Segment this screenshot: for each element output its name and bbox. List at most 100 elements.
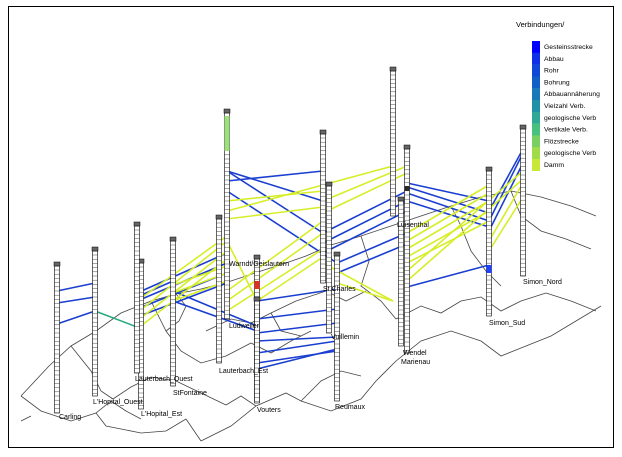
connection-line (136, 282, 228, 318)
legend-swatch (532, 76, 540, 89)
shaft-column (254, 300, 260, 404)
connection-line (406, 184, 490, 234)
shaft-vuillemin[interactable] (325, 181, 333, 334)
shaft-head (333, 251, 341, 257)
shaft-label-lhopital_est: L'Hopital_Est (141, 411, 182, 418)
connection-line (406, 200, 490, 250)
legend-item-label: Abbau (544, 56, 564, 63)
shaft-column (92, 250, 98, 397)
terrain-line (300, 370, 362, 402)
shaft-label-st_charles: St.Charles (323, 286, 356, 293)
shaft-lauterbach_est[interactable] (215, 214, 223, 364)
connection-line (406, 264, 490, 288)
shaft-column (486, 170, 492, 317)
shaft-reumaux[interactable] (333, 251, 341, 402)
shaft-luisenthal[interactable] (389, 66, 397, 217)
shaft-head (53, 261, 61, 267)
connection-line (256, 308, 338, 320)
shaft-simon_nord[interactable] (519, 124, 527, 277)
connection-line (226, 232, 324, 302)
legend-swatch (532, 135, 540, 148)
terrain-line (150, 300, 252, 364)
terrain-line (360, 235, 397, 320)
legend-swatch (532, 159, 540, 171)
shaft-head (519, 124, 527, 130)
shaft-head (223, 108, 231, 114)
connection-line (406, 182, 490, 202)
connection-line (226, 165, 394, 212)
connection-line (336, 282, 394, 302)
connection-line (136, 240, 228, 314)
shaft-label-reumaux: Reumaux (335, 404, 365, 411)
shaft-marienau[interactable] (403, 144, 411, 354)
terrain-line (70, 345, 114, 400)
connection-line (488, 148, 524, 212)
shaft-label-lauterbach_est: Lauterbach_Est (219, 368, 268, 375)
legend-swatch (532, 41, 540, 53)
shaft-label-marienau: Marienau (401, 359, 430, 366)
shaft-st_charles[interactable] (319, 129, 327, 284)
shaft-vouters[interactable] (253, 296, 261, 404)
shaft-label-simon_sud: Simon_Sud (489, 320, 525, 327)
shaft-head (403, 144, 411, 150)
connection-line (406, 200, 490, 228)
legend-item-label: Flözstrecke (544, 138, 579, 145)
connection-line (226, 170, 324, 182)
legend-swatch (532, 64, 540, 77)
shaft-lauterbach_ouest[interactable] (133, 221, 141, 374)
terrain-line (200, 305, 602, 442)
connection-line (172, 300, 258, 332)
terrain-line (185, 418, 202, 442)
connection-line (226, 240, 258, 302)
shaft-label-warndt: Warndt/Geislautern (229, 261, 289, 268)
connection-line (136, 235, 228, 302)
shaft-stfontaine[interactable] (169, 236, 177, 387)
shaft-carling[interactable] (53, 261, 61, 414)
shaft-lhopital_ouest[interactable] (91, 246, 99, 397)
connection-line (226, 170, 324, 202)
shaft-head (319, 129, 327, 135)
terrain-line (225, 395, 257, 407)
connection-line (406, 178, 524, 282)
shaft-label-lauterbach_ouest: Lauterbach_Ouest (135, 376, 193, 383)
shaft-highlight (224, 116, 230, 151)
connection-line (226, 248, 324, 312)
connections-layer (56, 148, 524, 370)
shaft-column (216, 218, 222, 364)
terrain-line (510, 190, 592, 250)
shaft-head (215, 214, 223, 220)
connection-line (322, 210, 408, 254)
shaft-column (134, 225, 140, 374)
shaft-label-lhopital_ouest: L'Hopital_Ouest (93, 399, 143, 406)
diagram-frame: Carling L'Hopital_Ouest L'Hopital_Est Laute… (8, 6, 614, 448)
connection-line (256, 348, 338, 370)
shaft-head (485, 166, 493, 172)
connection-line (488, 182, 524, 242)
shaft-label-wendel: Wendel (403, 350, 427, 357)
shaft-label-vouters: Vouters (257, 407, 281, 414)
shaft-label-luisenthal: Luisenthal (397, 222, 429, 229)
legend-swatch (532, 147, 540, 160)
shaft-highlight (486, 265, 492, 273)
shaft-column (170, 240, 176, 387)
legend: Verbindungen/ Gesteinsstrecke Abbau Rohr Bo… (516, 20, 600, 171)
shaft-simon_sud[interactable] (485, 166, 493, 317)
shaft-head (253, 254, 261, 260)
shaft-column (520, 128, 526, 277)
connection-line (406, 210, 490, 258)
connection-line (56, 310, 96, 325)
connection-line (256, 340, 338, 354)
connection-line (136, 252, 228, 294)
connection-line (406, 192, 490, 242)
connection-line (256, 322, 338, 334)
terrain-line (20, 415, 32, 422)
legend-item-label: geologische Verb (544, 115, 596, 122)
legend-swatch (532, 88, 540, 101)
terrain-line (545, 292, 597, 312)
shaft-wendel[interactable] (397, 196, 405, 347)
terrain-line (112, 376, 152, 400)
connection-line (56, 296, 96, 304)
shaft-column (54, 265, 60, 414)
connection-line (488, 196, 524, 252)
connection-line (226, 206, 324, 220)
